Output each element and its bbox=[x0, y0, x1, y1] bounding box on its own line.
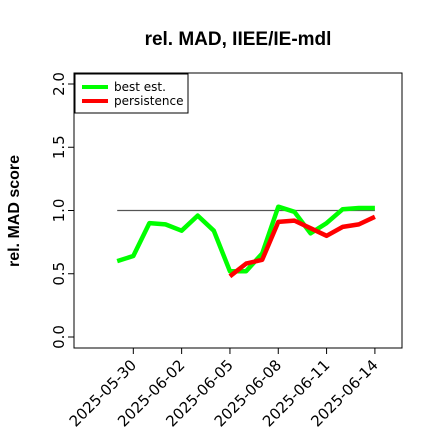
legend: best est. persistence bbox=[74, 73, 189, 114]
legend-label-best-est: best est. bbox=[114, 80, 166, 94]
series-line-best-est bbox=[116, 204, 375, 274]
y-tick-label: 0.0 bbox=[50, 325, 68, 349]
series-line-persistence bbox=[228, 214, 376, 279]
y-axis-label: rel. MAD score bbox=[6, 155, 23, 267]
chart-title: rel. MAD, IIEE/IE-mdl bbox=[145, 29, 332, 50]
y-tick-label: 1.0 bbox=[50, 199, 68, 223]
y-tick-label: 1.5 bbox=[50, 135, 68, 159]
y-tick-label: 2.0 bbox=[50, 72, 68, 96]
legend-box bbox=[74, 73, 189, 114]
y-tick-label: 0.5 bbox=[50, 262, 68, 286]
legend-label-persistence: persistence bbox=[114, 94, 183, 108]
